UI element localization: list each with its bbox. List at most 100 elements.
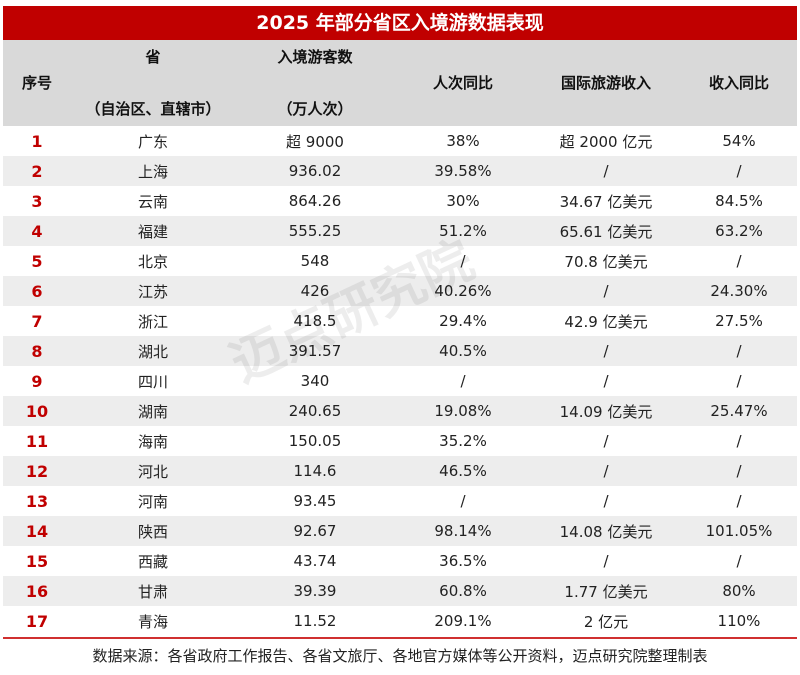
table-row: 8 湖北 391.57 40.5% / / [3, 336, 797, 366]
table-cell: 西藏 [137, 552, 168, 571]
table-row: 15 西藏 43.74 36.5% / / [3, 546, 797, 576]
table-cell: 10 [25, 401, 49, 421]
table-cell: / [736, 252, 742, 270]
table-cell: 15 [25, 551, 49, 571]
table-header: 序号 省 （自治区、直辖市） 入境游客数 （万人次） 人次同比 国际旅游收入 收入同比 [3, 40, 797, 126]
table-cell: 9 [31, 371, 43, 391]
table-cell: 2 亿元 [583, 612, 629, 631]
table-cell: 3 [31, 191, 43, 211]
table-cell: 11.52 [293, 612, 337, 630]
table-cell: / [736, 492, 742, 510]
table-cell: 426 [300, 282, 330, 300]
table-cell: / [603, 342, 609, 360]
table-cell: / [603, 282, 609, 300]
table-cell: 36.5% [439, 552, 487, 570]
table-cell: / [603, 162, 609, 180]
table-cell: 7 [31, 311, 43, 331]
table-cell: / [603, 552, 609, 570]
table-cell: 4 [31, 221, 43, 241]
table-cell: 广东 [137, 132, 168, 151]
table-cell: 6 [31, 281, 43, 301]
table-cell: 51.2% [439, 222, 487, 240]
table-row: 5 北京 548 / 70.8 亿美元 / [3, 246, 797, 276]
table-cell: 14 [25, 521, 49, 541]
table-cell: 19.08% [434, 402, 492, 420]
table-row: 16 甘肃 39.39 60.8% 1.77 亿美元 80% [3, 576, 797, 606]
table-cell: 39.39 [293, 582, 337, 600]
table-row: 14 陕西 92.67 98.14% 14.08 亿美元 101.05% [3, 516, 797, 546]
table-cell: / [736, 432, 742, 450]
table-row: 3 云南 864.26 30% 34.67 亿美元 84.5% [3, 186, 797, 216]
table-row: 6 江苏 426 40.26% / 24.30% [3, 276, 797, 306]
table-cell: 30% [446, 192, 480, 210]
table-cell: / [603, 462, 609, 480]
table-cell: 超 9000 [286, 132, 344, 151]
table-cell: 60.8% [439, 582, 487, 600]
table-cell: / [736, 342, 742, 360]
table-cell: 110% [717, 612, 761, 630]
table-cell: / [460, 372, 466, 390]
table-cell: 42.9 亿美元 [564, 312, 648, 331]
table-cell: 936.02 [288, 162, 342, 180]
table-cell: 65.61 亿美元 [559, 222, 653, 241]
table-cell: 209.1% [434, 612, 492, 630]
table-cell: 13 [25, 491, 49, 511]
table-body: 1 广东 超 9000 38% 超 2000 亿元 54% 2 上海 936.02 39.58% /… [3, 126, 797, 636]
table-cell: 101.05% [705, 522, 773, 540]
table-cell: 北京 [137, 252, 168, 271]
table-title: 2025 年部分省区入境游数据表现 [3, 6, 797, 40]
table-row: 7 浙江 418.5 29.4% 42.9 亿美元 27.5% [3, 306, 797, 336]
column-header: 国际旅游收入 [531, 40, 681, 126]
table-cell: 391.57 [288, 342, 342, 360]
table-cell: / [460, 492, 466, 510]
column-header: 序号 [3, 40, 71, 126]
table-cell: 海南 [137, 432, 168, 451]
header-line: 国际旅游收入 [560, 74, 651, 92]
table-cell: 555.25 [288, 222, 342, 240]
table-row: 4 福建 555.25 51.2% 65.61 亿美元 63.2% [3, 216, 797, 246]
column-header: 收入同比 [681, 40, 797, 126]
table-row: 1 广东 超 9000 38% 超 2000 亿元 54% [3, 126, 797, 156]
table-cell: / [736, 552, 742, 570]
table-cell: / [460, 252, 466, 270]
table-cell: 河南 [137, 492, 168, 511]
table-cell: 四川 [137, 372, 168, 391]
table-row: 17 青海 11.52 209.1% 2 亿元 110% [3, 606, 797, 636]
table-cell: 河北 [137, 462, 168, 481]
table-cell: / [603, 432, 609, 450]
table-cell: / [736, 462, 742, 480]
table-row: 13 河南 93.45 / / / [3, 486, 797, 516]
table-cell: 240.65 [288, 402, 342, 420]
table-cell: 418.5 [293, 312, 337, 330]
table-cell: 甘肃 [137, 582, 168, 601]
table-cell: 35.2% [439, 432, 487, 450]
table-cell: 93.45 [293, 492, 337, 510]
table-cell: / [736, 162, 742, 180]
table-cell: 云南 [137, 192, 168, 211]
table-cell: 340 [300, 372, 330, 390]
table-cell: / [603, 492, 609, 510]
table-cell: 864.26 [288, 192, 342, 210]
table-cell: 上海 [137, 162, 168, 181]
header-line: 序号 [21, 74, 52, 92]
table-cell: 40.5% [439, 342, 487, 360]
table-cell: 54% [722, 132, 756, 150]
table-cell: 青海 [137, 612, 168, 631]
table-cell: 25.47% [710, 402, 768, 420]
table-cell: 超 2000 亿元 [559, 132, 653, 151]
table-cell: 12 [25, 461, 49, 481]
table-cell: 70.8 亿美元 [564, 252, 648, 271]
table-cell: 27.5% [715, 312, 763, 330]
table-row: 2 上海 936.02 39.58% / / [3, 156, 797, 186]
divider [3, 637, 797, 639]
table-cell: 98.14% [434, 522, 492, 540]
table-cell: 1 [31, 131, 43, 151]
table-cell: 46.5% [439, 462, 487, 480]
table-cell: 34.67 亿美元 [559, 192, 653, 211]
table-cell: 39.58% [434, 162, 492, 180]
table-cell: 2 [31, 161, 43, 181]
table-cell: 5 [31, 251, 43, 271]
table-cell: 陕西 [137, 522, 168, 541]
table-cell: 63.2% [715, 222, 763, 240]
table-cell: 16 [25, 581, 49, 601]
